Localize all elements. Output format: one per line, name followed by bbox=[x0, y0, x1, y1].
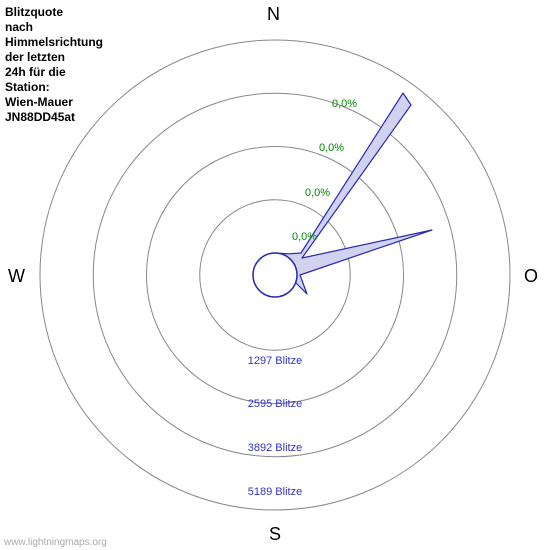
blitze-label-0: 1297 Blitze bbox=[225, 355, 325, 367]
blitze-label-3: 5189 Blitze bbox=[225, 486, 325, 498]
pct-label-2: 0,0% bbox=[305, 187, 330, 199]
compass-w: W bbox=[8, 266, 25, 287]
pct-label-1: 0,0% bbox=[319, 142, 344, 154]
blitze-label-2: 3892 Blitze bbox=[225, 442, 325, 454]
compass-n: N bbox=[267, 4, 280, 25]
pct-label-0: 0,0% bbox=[332, 98, 357, 110]
compass-s: S bbox=[269, 524, 281, 545]
polar-chart-container: Blitzquote nach Himmelsrichtung der letz… bbox=[0, 0, 550, 550]
blitze-label-1: 2595 Blitze bbox=[225, 398, 325, 410]
pct-label-3: 0,0% bbox=[292, 231, 317, 243]
compass-o: O bbox=[524, 266, 538, 287]
chart-title: Blitzquote nach Himmelsrichtung der letz… bbox=[5, 5, 103, 125]
footer-attribution: www.lightningmaps.org bbox=[4, 537, 107, 548]
